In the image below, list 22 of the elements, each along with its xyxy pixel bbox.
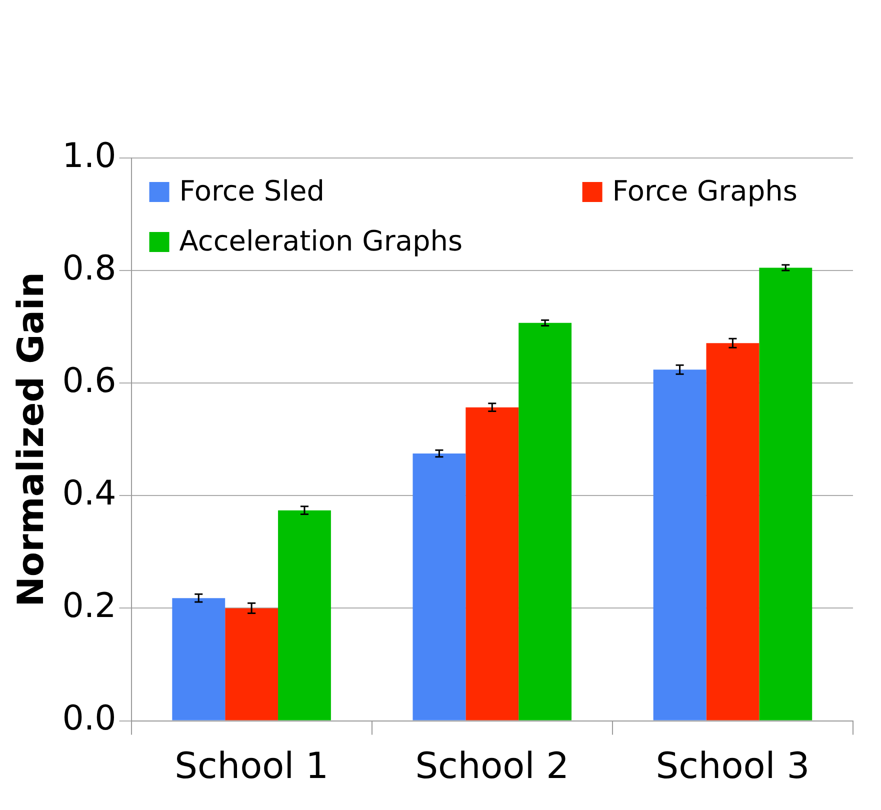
bar <box>225 608 278 720</box>
x-tick-label: School 3 <box>656 746 810 787</box>
x-tick-label: School 1 <box>174 746 328 787</box>
y-tick-label: 0.6 <box>62 360 116 401</box>
y-tick-label: 0.2 <box>62 586 116 626</box>
x-tick-label: School 2 <box>415 746 570 787</box>
bar <box>759 268 812 720</box>
y-axis-title: Normalized Gain <box>10 272 52 607</box>
y-tick-label: 1.0 <box>62 136 116 176</box>
legend-label: Force Sled <box>179 174 324 208</box>
bar <box>412 453 466 720</box>
legend-label: Force Graphs <box>612 174 798 208</box>
bar <box>466 407 519 720</box>
y-tick-label: 0.4 <box>62 474 116 514</box>
bar <box>172 598 226 720</box>
bar <box>653 370 706 720</box>
bar <box>706 343 760 720</box>
legend-label: Acceleration Graphs <box>179 224 463 258</box>
y-tick-label: 0.8 <box>62 248 116 288</box>
bar <box>278 510 331 720</box>
bar <box>518 322 572 720</box>
y-tick-label: 0.0 <box>62 698 116 739</box>
